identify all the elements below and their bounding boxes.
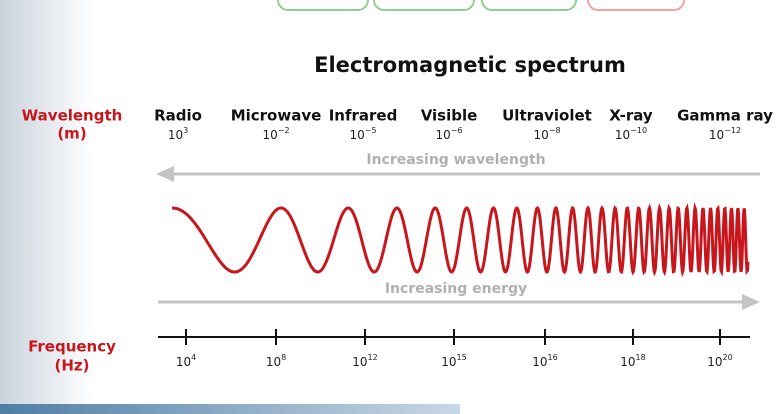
band-name: Gamma ray — [677, 107, 773, 125]
frequency-unit: (Hz) — [55, 357, 90, 375]
increasing-wavelength: Increasing wavelength — [366, 152, 545, 168]
frequency-exponent: 8 — [281, 353, 286, 362]
frequency-exponent: 20 — [723, 353, 733, 362]
band-name: Ultraviolet — [502, 107, 592, 125]
frequency: 1018 — [620, 353, 645, 369]
wavelength-exponent: −2 — [278, 126, 290, 135]
frequency-exponent: 12 — [368, 353, 378, 362]
wavelength-base: 10 — [533, 128, 548, 142]
wavelength-base: 10 — [349, 128, 364, 142]
wavelength: 10−6 — [435, 126, 462, 142]
band-name: Microwave — [231, 107, 322, 125]
wavelength-arrow — [156, 166, 760, 182]
wave — [172, 202, 750, 278]
frequency-base: 10 — [266, 355, 281, 369]
wavelength-exponent: −10 — [630, 126, 647, 135]
frequency-base: 10 — [532, 355, 547, 369]
band-name: Visible — [421, 107, 478, 125]
frequency: 1012 — [352, 353, 377, 369]
wavelength: 10−5 — [349, 126, 376, 142]
wavelength-base: 10 — [615, 128, 630, 142]
frequency-base: 10 — [352, 355, 367, 369]
wavelength: 10−8 — [533, 126, 560, 142]
wavelength-base: 10 — [709, 128, 724, 142]
wavelength-exponent: −8 — [549, 126, 561, 135]
wavelength: 10−10 — [615, 126, 647, 142]
band-name: X-ray — [609, 107, 653, 125]
frequency-exponent: 16 — [548, 353, 558, 362]
wavelength-base: 10 — [168, 128, 183, 142]
wavelength: 103 — [168, 126, 188, 142]
wavelength: 10−12 — [709, 126, 741, 142]
wavelength-exponent: 3 — [183, 126, 188, 135]
frequency-exponent: 18 — [636, 353, 646, 362]
frequency: 104 — [176, 353, 196, 369]
wavelength-label: Wavelength — [22, 107, 123, 125]
wavelength-exponent: −5 — [365, 126, 377, 135]
wavelength-exponent: −12 — [724, 126, 741, 135]
frequency-exponent: 15 — [457, 353, 467, 362]
frequency-base: 10 — [176, 355, 191, 369]
increasing-energy: Increasing energy — [385, 281, 527, 297]
frequency-base: 10 — [441, 355, 456, 369]
wavelength: 10−2 — [262, 126, 289, 142]
wavelength-unit: (m) — [57, 125, 86, 143]
energy-arrow — [158, 294, 760, 310]
background-strip — [0, 404, 460, 414]
wavelength-base: 10 — [262, 128, 277, 142]
frequency: 108 — [266, 353, 286, 369]
frequency: 1020 — [707, 353, 732, 369]
cropped-buttons — [277, 0, 685, 11]
band-name: Radio — [154, 107, 202, 125]
wavelength-exponent: −6 — [451, 126, 463, 135]
wavelength-base: 10 — [435, 128, 450, 142]
band-name: Infrared — [329, 107, 398, 125]
frequency: 1016 — [532, 353, 557, 369]
frequency-exponent: 4 — [191, 353, 196, 362]
frequency-base: 10 — [620, 355, 635, 369]
title: Electromagnetic spectrum — [314, 53, 626, 77]
frequency-base: 10 — [707, 355, 722, 369]
frequency-label: Frequency — [28, 338, 116, 356]
frequency: 1015 — [441, 353, 466, 369]
